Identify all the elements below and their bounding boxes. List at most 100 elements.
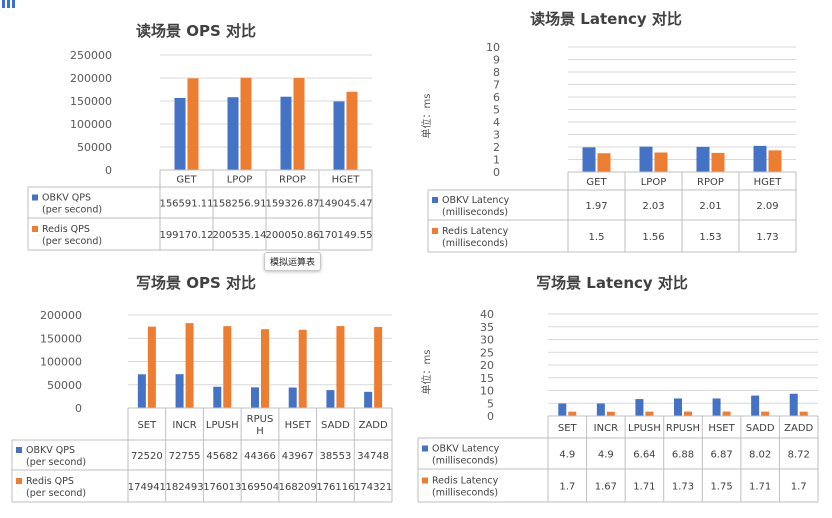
data-table-value: 2.01 (699, 201, 721, 212)
y-tick-label: 3 (493, 129, 500, 142)
data-table-value: 176116 (316, 482, 354, 493)
y-tick-label: 0 (105, 164, 112, 177)
y-tick-label: 5 (487, 397, 494, 410)
x-category-label: LPOP (227, 175, 253, 186)
legend-key-obkv (32, 194, 38, 201)
data-table-value: 1.67 (595, 482, 617, 493)
data-table-value: 174321 (354, 482, 392, 493)
bar-redis (568, 411, 577, 416)
x-category-label: HGET (332, 175, 361, 186)
y-tick-label: 10 (480, 385, 494, 398)
legend-label: (per second) (42, 205, 102, 216)
bar-redis (240, 77, 252, 170)
y-tick-label: 4 (493, 116, 500, 129)
data-table-value: 174941 (128, 482, 166, 493)
data-table-value: 1.71 (749, 482, 771, 493)
legend-key-obkv (16, 447, 22, 453)
y-tick-label: 200000 (40, 309, 82, 322)
y-tick-label: 100000 (70, 118, 112, 131)
bar-obkv (582, 147, 596, 172)
y-tick-label: 200000 (70, 72, 112, 85)
data-table-value: 6.64 (633, 450, 655, 461)
bar-obkv (596, 403, 605, 416)
bar-redis (654, 152, 668, 172)
data-table-value: 1.97 (585, 201, 607, 212)
legend-key-redis (32, 226, 38, 232)
data-table-value: 170149.55 (318, 230, 372, 241)
legend-label: Redis QPS (42, 224, 90, 235)
bar-obkv (635, 399, 644, 416)
legend-label: (per second) (42, 236, 102, 247)
data-table-value: 176013 (203, 482, 241, 493)
y-tick-label: 0 (493, 166, 500, 179)
bar-redis (606, 411, 615, 416)
legend-label: OBKV Latency (442, 195, 510, 206)
x-category-label: RPUS (247, 414, 274, 425)
legend-key-redis (16, 478, 22, 484)
data-table-value: 8.72 (788, 450, 810, 461)
bar-redis (223, 326, 232, 408)
x-category-label: SET (137, 420, 157, 431)
legend-key-obkv (432, 197, 438, 203)
legend-label: (milliseconds) (442, 207, 508, 218)
bar-obkv (639, 146, 653, 172)
bar-redis (187, 78, 199, 170)
x-category-label: RPUSH (666, 423, 700, 434)
y-tick-label: 2 (493, 141, 500, 154)
y-axis-label: 单位：ms (420, 94, 433, 139)
legend-label: Redis QPS (26, 476, 74, 487)
y-tick-label: 50000 (77, 141, 112, 154)
y-axis-label: 单位：ms (420, 350, 433, 395)
y-tick-label: 50000 (47, 379, 82, 392)
x-category-label: GET (176, 175, 197, 186)
x-category-label: LPUSH (206, 420, 239, 431)
data-table-value: 1.7 (559, 482, 575, 493)
legend-label: (milliseconds) (432, 456, 498, 467)
x-category-label: HSET (285, 420, 312, 431)
y-tick-label: 8 (493, 66, 500, 79)
data-table-value: 8.02 (749, 450, 771, 461)
bar-redis (346, 91, 358, 170)
data-table-value: 1.5 (589, 232, 605, 243)
y-tick-label: 250000 (70, 49, 112, 62)
data-table-value: 72755 (169, 451, 201, 462)
x-category-label: LPOP (641, 177, 667, 188)
y-tick-label: 30 (480, 334, 494, 347)
data-table-value: 2.03 (642, 201, 664, 212)
bar-redis (336, 326, 345, 408)
bar-obkv (280, 96, 292, 170)
bar-obkv (137, 374, 146, 408)
legend-label: (per second) (26, 457, 86, 468)
legend-label: Redis Latency (442, 226, 509, 237)
bar-obkv (789, 393, 798, 416)
legend-label: (per second) (26, 488, 86, 499)
x-category-label: INCR (172, 420, 196, 431)
data-table-value: 1.73 (672, 482, 694, 493)
bar-redis (293, 77, 305, 170)
bar-obkv (333, 101, 345, 170)
data-table-value: 6.88 (672, 450, 694, 461)
legend-label: (milliseconds) (442, 238, 508, 249)
data-table-value: 1.75 (710, 482, 732, 493)
bar-redis (684, 411, 692, 416)
bar-redis (799, 411, 808, 416)
bar-obkv (175, 374, 184, 408)
bar-obkv (227, 97, 239, 170)
data-table-value: 149045.47 (318, 199, 372, 210)
bar-redis (722, 411, 731, 416)
y-tick-label: 150000 (70, 95, 112, 108)
y-tick-label: 40 (480, 308, 494, 321)
y-tick-label: 7 (493, 79, 500, 92)
bar-obkv (288, 387, 297, 408)
app-logo-icon (2, 0, 16, 8)
data-table-value: 1.73 (756, 232, 778, 243)
data-table-value: 168209 (279, 482, 317, 493)
bar-obkv (251, 387, 259, 408)
bar-redis (597, 153, 611, 172)
data-table-value: 44366 (244, 451, 276, 462)
data-table-value: 1.53 (699, 232, 721, 243)
tooltip-data-table: 模拟运算表 (264, 252, 322, 271)
x-category-label: INCR (594, 423, 618, 434)
